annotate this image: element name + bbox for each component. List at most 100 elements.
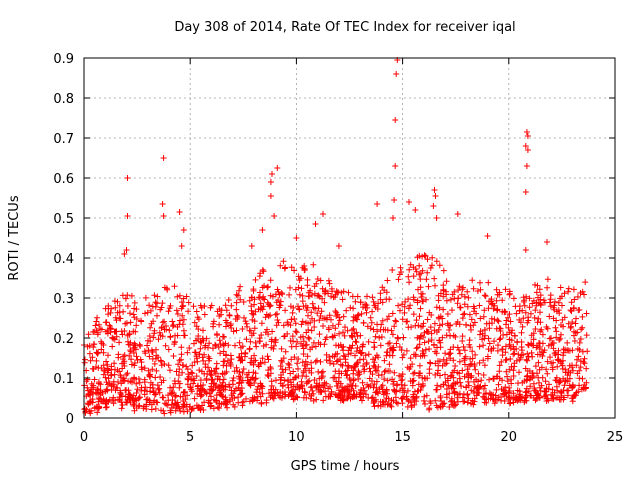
data-point	[293, 235, 300, 241]
data-point	[257, 289, 263, 296]
data-point	[271, 213, 278, 219]
data-point	[256, 273, 263, 280]
data-point	[177, 317, 183, 324]
data-point	[427, 398, 434, 405]
data-point	[381, 376, 388, 383]
data-point	[370, 356, 376, 363]
data-point	[450, 380, 457, 387]
data-point	[228, 387, 235, 394]
data-point	[364, 293, 370, 300]
data-point	[448, 372, 455, 379]
data-point	[298, 378, 305, 385]
data-point	[171, 400, 178, 407]
data-point	[516, 316, 523, 323]
data-point	[417, 276, 424, 283]
data-point	[329, 333, 336, 340]
data-point	[564, 392, 571, 399]
data-point	[543, 386, 550, 392]
data-point	[528, 349, 535, 356]
data-point	[317, 313, 324, 319]
data-point	[142, 350, 149, 357]
data-point	[569, 319, 576, 326]
data-point	[372, 364, 379, 371]
data-point	[266, 390, 272, 397]
data-point	[429, 254, 436, 261]
data-point	[569, 384, 576, 390]
data-point	[133, 380, 140, 387]
data-point	[583, 310, 590, 317]
data-point	[493, 286, 500, 293]
data-point	[537, 309, 543, 316]
data-point	[228, 356, 235, 363]
data-point	[532, 281, 538, 288]
data-point	[558, 331, 564, 338]
data-point	[92, 389, 99, 396]
data-point	[141, 376, 148, 383]
data-point	[502, 349, 509, 356]
data-point	[457, 350, 463, 357]
data-point	[293, 393, 300, 400]
data-point	[162, 342, 169, 349]
data-point	[553, 374, 560, 381]
data-point	[386, 361, 393, 368]
data-point	[193, 308, 200, 315]
data-point	[138, 387, 145, 394]
data-point	[302, 358, 309, 365]
data-point	[254, 386, 261, 393]
data-point	[272, 336, 279, 343]
data-point	[327, 383, 333, 390]
data-point	[536, 384, 543, 391]
data-point	[123, 320, 130, 327]
data-point	[502, 343, 509, 350]
data-point	[305, 320, 311, 327]
data-point	[216, 405, 222, 412]
data-point	[549, 386, 556, 393]
data-point	[161, 410, 168, 417]
data-point	[87, 388, 94, 395]
data-point	[535, 392, 542, 399]
data-point	[432, 282, 438, 289]
data-point	[376, 386, 383, 393]
data-point	[353, 329, 360, 336]
data-point	[176, 292, 183, 299]
data-point	[369, 308, 376, 315]
data-point	[448, 385, 455, 392]
data-point	[187, 384, 194, 390]
data-point	[494, 317, 501, 324]
data-point	[432, 193, 439, 199]
data-point	[428, 337, 435, 343]
data-point	[439, 321, 446, 328]
data-point	[259, 355, 266, 362]
x-tick-label: 25	[607, 430, 624, 445]
data-point	[242, 350, 249, 357]
data-point	[161, 318, 168, 325]
data-point	[212, 341, 219, 348]
data-point	[146, 353, 153, 360]
y-tick-label: 0.8	[53, 92, 74, 107]
data-point	[502, 357, 509, 364]
data-point	[544, 284, 551, 291]
data-point	[491, 338, 497, 345]
data-point	[508, 337, 515, 344]
data-point	[432, 371, 439, 378]
data-point	[330, 294, 337, 301]
data-point	[416, 252, 423, 259]
data-point	[186, 345, 193, 351]
data-point	[180, 389, 187, 395]
data-point	[89, 399, 96, 406]
data-point	[575, 307, 582, 314]
data-point	[449, 369, 456, 376]
data-point	[233, 327, 240, 334]
data-point	[345, 351, 352, 358]
data-point	[498, 358, 505, 365]
data-point	[180, 403, 187, 410]
data-point	[479, 330, 486, 337]
data-point	[305, 293, 312, 300]
data-point	[544, 358, 551, 365]
data-point	[577, 336, 584, 342]
data-point	[210, 318, 217, 325]
data-point	[314, 310, 321, 317]
data-point	[432, 397, 439, 404]
data-point	[116, 368, 123, 375]
data-point	[372, 396, 379, 403]
